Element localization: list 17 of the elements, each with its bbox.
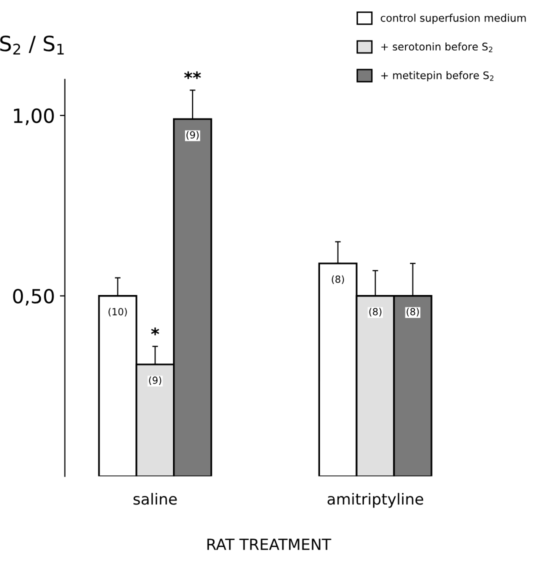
legend-label: control superfusion medium: [380, 14, 526, 24]
x-tick-label: saline: [134, 492, 177, 505]
annotation: *: [151, 328, 160, 336]
text: **: [184, 71, 201, 80]
annotation: (9): [186, 131, 199, 140]
y-tick-label: 0,50: [13, 288, 54, 306]
x-tick-label: amitriptyline: [328, 492, 424, 508]
annotation: (8): [369, 308, 382, 316]
legend-label: + serotonin before S$_{2}$: [381, 42, 492, 52]
annotation: (8): [332, 275, 344, 284]
annotation: (10): [108, 308, 127, 316]
y-tick-label: 1,00: [14, 108, 54, 126]
annotation: (9): [149, 376, 162, 386]
x-axis-title: RAT TREATMENT: [207, 538, 332, 550]
y-axis-title: S$_{2}$ / S$_{1}$: [0, 36, 64, 54]
annotation: (8): [406, 308, 419, 316]
legend-label: + metitepin before S$_{2}$: [381, 71, 494, 82]
